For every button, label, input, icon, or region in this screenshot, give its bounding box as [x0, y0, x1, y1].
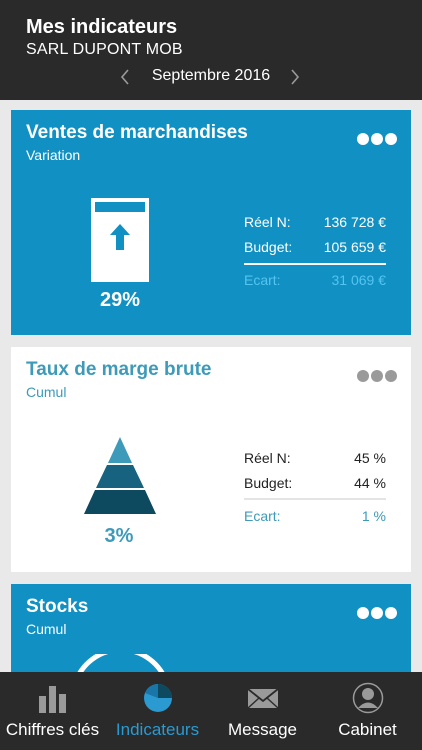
- indicator-card-marge[interactable]: Taux de marge brute Cumul 3% Réel N: 45 …: [11, 347, 411, 572]
- variation-percent: 3%: [104, 525, 134, 547]
- card-subtitle: Cumul: [26, 621, 67, 637]
- ring-gauge-icon: [72, 654, 170, 684]
- budget-row: Budget: 105 659 €: [244, 239, 386, 257]
- period-label[interactable]: Septembre 2016: [151, 67, 271, 84]
- ecart-row: Ecart: 31 069 €: [244, 272, 386, 290]
- tab-label: Cabinet: [338, 720, 397, 739]
- budget-value: 105 659 €: [323, 239, 386, 255]
- tab-label: Chiffres clés: [5, 720, 100, 739]
- card-subtitle: Variation: [26, 147, 81, 163]
- reel-row: Réel N: 136 728 €: [244, 214, 386, 232]
- ecart-row: Ecart: 1 %: [244, 508, 386, 526]
- tab-label: Message: [228, 720, 297, 739]
- chevron-left-icon[interactable]: [118, 66, 132, 88]
- card-title: Ventes de marchandises: [26, 122, 248, 143]
- divider: [244, 263, 386, 265]
- budget-value: 44 %: [354, 475, 386, 491]
- tab-message[interactable]: Message: [210, 672, 315, 750]
- chevron-right-icon[interactable]: [288, 66, 302, 88]
- user-icon: [352, 682, 384, 714]
- budget-row: Budget: 44 %: [244, 475, 386, 493]
- more-options-icon[interactable]: [355, 132, 397, 146]
- pyramid-icon: [84, 437, 156, 514]
- ecart-label: Ecart:: [244, 508, 281, 524]
- more-options-icon[interactable]: [355, 369, 397, 383]
- tab-chiffres-cles[interactable]: Chiffres clés: [0, 672, 105, 750]
- up-arrow-gauge-icon: [91, 198, 149, 282]
- period-navigator: Septembre 2016: [0, 66, 422, 90]
- company-name: SARL DUPONT MOB: [26, 41, 183, 58]
- budget-label: Budget:: [244, 475, 293, 491]
- card-title: Stocks: [26, 596, 89, 617]
- card-subtitle: Cumul: [26, 384, 67, 400]
- variation-percent: 29%: [99, 289, 141, 311]
- reel-value: 136 728 €: [323, 214, 386, 230]
- ecart-value: 31 069 €: [331, 272, 387, 288]
- divider: [244, 498, 386, 500]
- envelope-icon: [247, 688, 279, 709]
- indicator-card-ventes[interactable]: Ventes de marchandises Variation 29% Rée…: [11, 110, 411, 335]
- tab-cabinet[interactable]: Cabinet: [315, 672, 420, 750]
- tab-indicateurs[interactable]: Indicateurs: [105, 672, 210, 750]
- card-title: Taux de marge brute: [26, 359, 212, 380]
- bar-chart-icon: [39, 686, 66, 713]
- reel-label: Réel N:: [244, 214, 291, 230]
- budget-label: Budget:: [244, 239, 293, 255]
- ecart-value: 1 %: [361, 508, 386, 524]
- page-title: Mes indicateurs: [26, 16, 178, 38]
- pie-chart-icon: [144, 684, 172, 712]
- app-header: Mes indicateurs SARL DUPONT MOB Septembr…: [0, 0, 422, 100]
- tab-label: Indicateurs: [115, 720, 200, 739]
- ecart-label: Ecart:: [244, 272, 281, 288]
- more-options-icon[interactable]: [355, 606, 397, 620]
- reel-value: 45 %: [354, 450, 386, 466]
- reel-label: Réel N:: [244, 450, 291, 466]
- reel-row: Réel N: 45 %: [244, 450, 386, 468]
- bottom-tab-bar: Chiffres clés Indicateurs Message Cabine…: [0, 672, 422, 750]
- indicator-card-stocks[interactable]: Stocks Cumul: [11, 584, 411, 684]
